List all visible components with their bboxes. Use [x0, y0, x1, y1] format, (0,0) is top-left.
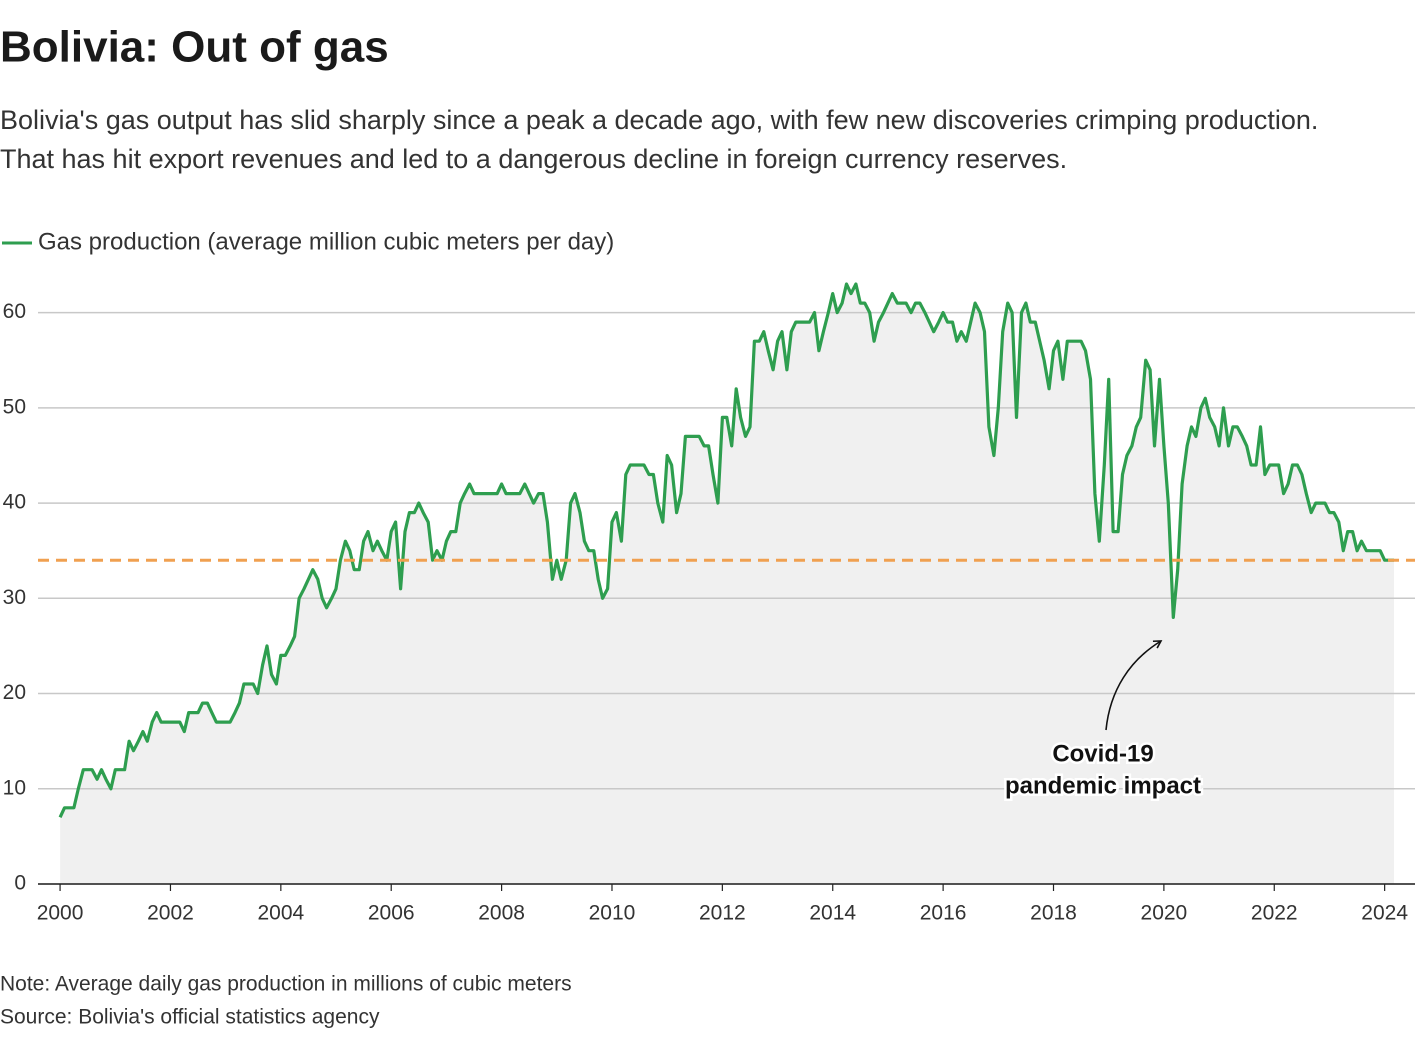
x-tick-label: 2014 — [809, 902, 856, 925]
x-tick-label: 2016 — [920, 902, 967, 925]
y-tick-label: 10 — [3, 776, 26, 799]
x-tick-label: 2000 — [37, 902, 84, 925]
y-tick-label: 30 — [3, 586, 26, 609]
legend-label: Gas production (average million cubic me… — [38, 228, 614, 255]
annotation-text: pandemic impact — [1005, 772, 1201, 799]
note: Note: Average daily gas production in mi… — [0, 973, 572, 996]
x-tick-label: 2002 — [147, 902, 194, 925]
x-tick-label: 2024 — [1361, 902, 1408, 925]
x-tick-label: 2012 — [699, 902, 746, 925]
x-tick-label: 2010 — [589, 902, 636, 925]
y-tick-label: 40 — [3, 491, 26, 514]
area — [60, 284, 1395, 884]
y-tick-label: 50 — [3, 395, 26, 418]
x-tick-label: 2018 — [1030, 902, 1077, 925]
line — [58, 282, 1394, 818]
y-tick-label: 60 — [3, 300, 26, 323]
subtitle: Bolivia's gas output has slid sharply si… — [0, 105, 1318, 135]
y-tick-label: 20 — [3, 681, 26, 704]
source: Source: Bolivia's official statistics ag… — [0, 1006, 380, 1029]
chart-title: Bolivia: Out of gas — [0, 23, 389, 72]
subtitle: That has hit export revenues and led to … — [0, 144, 1067, 174]
x-tick-label: 2008 — [478, 902, 525, 925]
annotation-text: Covid-19 — [1052, 740, 1153, 767]
x-tick-label: 2004 — [257, 902, 304, 925]
annotation-arrow — [1105, 640, 1163, 731]
x-tick-label: 2020 — [1141, 902, 1188, 925]
x-tick-label: 2006 — [368, 902, 415, 925]
y-tick-label: 0 — [14, 872, 26, 895]
x-tick-label: 2022 — [1251, 902, 1298, 925]
